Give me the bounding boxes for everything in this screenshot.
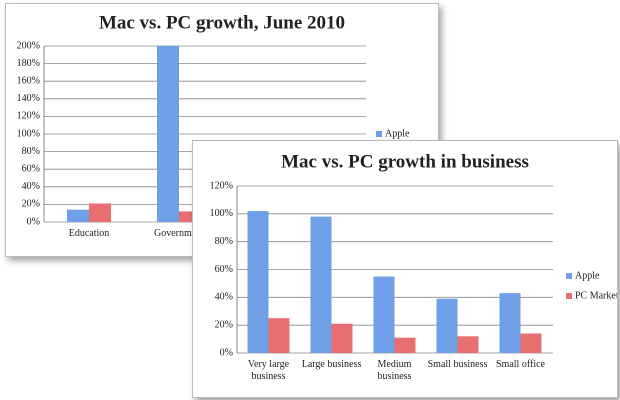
y-tick-label: 100% (17, 128, 40, 139)
y-tick-label: 200% (17, 40, 40, 51)
x-tick-label-box: Very large business (247, 359, 290, 382)
bar (499, 293, 521, 353)
y-tick-label: 0% (27, 216, 40, 227)
legend-swatch (566, 293, 572, 299)
front-chart-panel: Mac vs. PC growth in business 0% 20% 40% 60%… (192, 140, 618, 398)
bar (247, 211, 269, 353)
chart: Mac vs. PC growth in business 0% 20% 40% 60%… (210, 151, 617, 382)
bar (331, 323, 353, 353)
y-tick-label: 80% (215, 236, 233, 247)
x-tick-label: Medium business (377, 359, 412, 382)
legend-swatch (376, 131, 382, 137)
x-tick-label-box: Small business (427, 359, 488, 370)
x-tick-label: Large business (301, 359, 362, 370)
y-tick-label: 60% (22, 163, 40, 174)
bar (394, 337, 416, 353)
y-tick-label: 60% (215, 264, 233, 275)
y-tick-label: 20% (22, 199, 40, 210)
legend-label: Apple (575, 270, 600, 281)
y-tick-label: 0% (220, 347, 233, 358)
bar (179, 211, 201, 222)
x-tick-label: Small office (496, 359, 545, 370)
chart-title: Mac vs. PC growth, June 2010 (99, 12, 345, 33)
x-tick-label: Very large business (247, 359, 290, 382)
legend-swatch (566, 273, 572, 279)
bar (310, 216, 332, 353)
y-tick-label: 120% (17, 111, 40, 122)
bar (67, 209, 89, 222)
chart-title: Mac vs. PC growth in business (281, 151, 529, 172)
x-tick-label-box: Large business (301, 359, 362, 370)
legend-label: PC Market (575, 290, 617, 301)
bar (520, 333, 542, 353)
x-tick-label-box: Government (154, 228, 204, 239)
legend-label: Apple (385, 128, 410, 139)
x-tick-label-box: Medium business (377, 359, 412, 382)
bar (373, 276, 395, 353)
y-tick-label: 40% (22, 181, 40, 192)
bar (436, 298, 458, 353)
bar (89, 203, 111, 222)
x-tick-label: Education (68, 228, 110, 239)
x-tick-label-box: Education (68, 228, 110, 239)
y-tick-label: 100% (210, 208, 233, 219)
bar (157, 46, 179, 222)
y-tick-label: 80% (22, 146, 40, 157)
x-tick-label: Small business (427, 359, 488, 370)
y-tick-label: 160% (17, 75, 40, 86)
y-tick-label: 20% (215, 319, 233, 330)
x-tick-label: Government (154, 228, 204, 239)
y-tick-label: 140% (17, 93, 40, 104)
y-tick-label: 120% (210, 180, 233, 191)
x-tick-label-box: Small office (496, 359, 545, 370)
bar (457, 336, 479, 353)
bar (268, 318, 290, 353)
y-tick-label: 40% (215, 292, 233, 303)
y-tick-label: 180% (17, 58, 40, 69)
